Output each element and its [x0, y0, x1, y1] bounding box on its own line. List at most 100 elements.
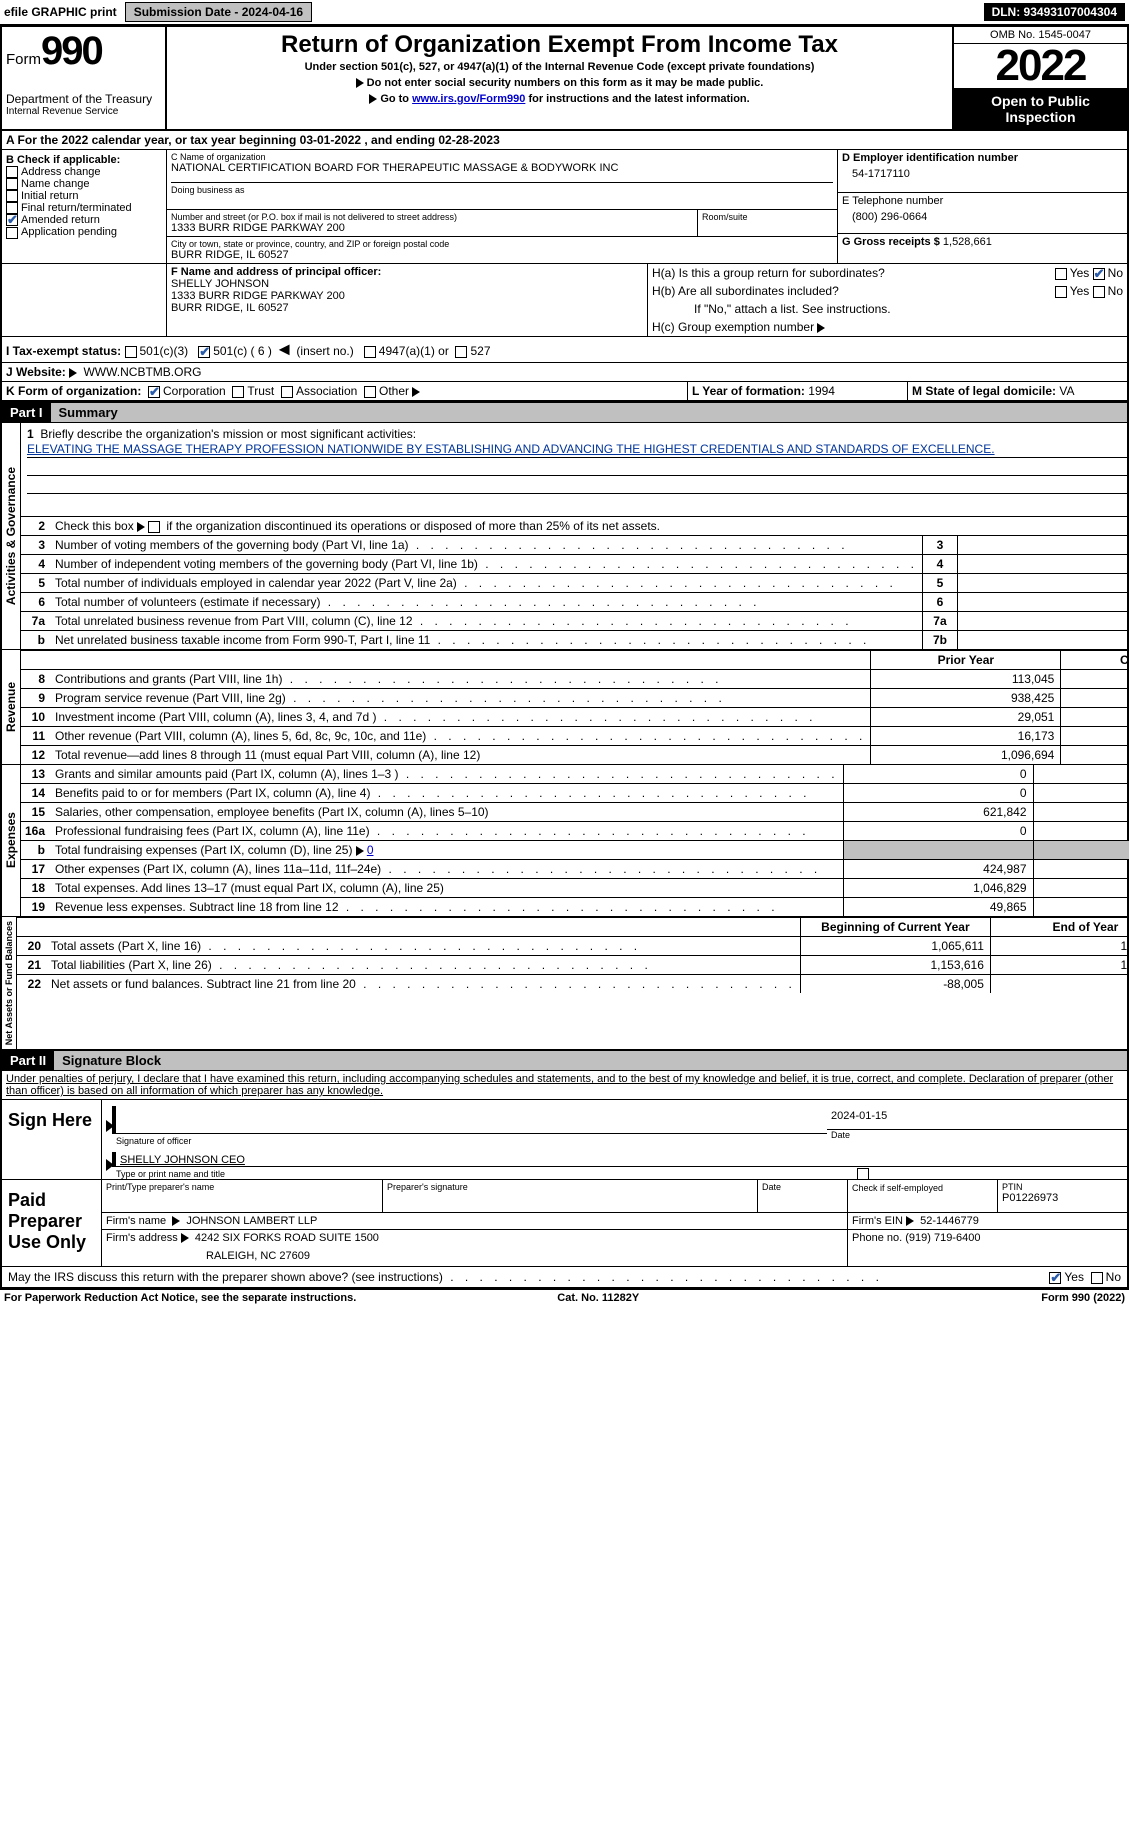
- f-label: F Name and address of principal officer:: [171, 266, 643, 278]
- chk-501c[interactable]: [198, 346, 210, 358]
- firm-name: JOHNSON LAMBERT LLP: [186, 1215, 317, 1227]
- c19: 222,415: [1033, 898, 1129, 916]
- discuss-no[interactable]: [1091, 1272, 1103, 1284]
- phone-value: (800) 296-0664: [842, 207, 1123, 223]
- p12: 1,096,694: [870, 746, 1060, 764]
- phone-cell: E Telephone number (800) 296-0664: [838, 193, 1127, 234]
- val-7b: 0: [957, 631, 1129, 649]
- section-i: I Tax-exempt status: 501(c)(3) 501(c) ( …: [2, 337, 1127, 363]
- fundraising-val[interactable]: 0: [367, 843, 374, 857]
- val-7a: 0: [957, 612, 1129, 630]
- h-a: H(a) Is this a group return for subordin…: [648, 264, 1127, 282]
- section-klm: K Form of organization: Corporation Trus…: [2, 382, 1127, 401]
- paperwork-notice: For Paperwork Reduction Act Notice, see …: [4, 1292, 356, 1304]
- sig-officer-label: Signature of officer: [102, 1136, 827, 1146]
- form-word: Form: [6, 51, 41, 68]
- firm-city: RALEIGH, NC 27609: [106, 1244, 843, 1264]
- chk-initial[interactable]: Initial return: [6, 190, 162, 202]
- p8: 113,045: [870, 670, 1060, 688]
- header-left: Form990 Department of the Treasury Inter…: [2, 27, 167, 129]
- header-mid: Return of Organization Exempt From Incom…: [167, 27, 952, 129]
- c17: 514,951: [1033, 860, 1129, 878]
- k-cell: K Form of organization: Corporation Trus…: [2, 382, 687, 400]
- part-2-tag: Part II: [2, 1051, 54, 1070]
- part-1-header: Part I Summary: [2, 401, 1127, 423]
- dba-label: Doing business as: [171, 182, 833, 195]
- chk-addr-change[interactable]: Address change: [6, 166, 162, 178]
- form-container: Form990 Department of the Treasury Inter…: [0, 25, 1129, 1289]
- chk-4947[interactable]: [364, 346, 376, 358]
- name-title-line: SHELLY JOHNSON CEO: [112, 1152, 1127, 1167]
- ha-yes[interactable]: [1055, 268, 1067, 280]
- org-name-cell: C Name of organization NATIONAL CERTIFIC…: [167, 150, 837, 210]
- hdr-prior: Prior Year: [870, 651, 1060, 669]
- p21: 1,153,616: [800, 956, 990, 974]
- tax-year: 2022: [954, 44, 1127, 89]
- arrow-icon: [412, 387, 420, 397]
- chk-self-employed[interactable]: [857, 1168, 869, 1180]
- chk-final[interactable]: Final return/terminated: [6, 202, 162, 214]
- irs-link[interactable]: www.irs.gov/Form990: [412, 93, 525, 105]
- chk-527[interactable]: [455, 346, 467, 358]
- page-footer: For Paperwork Reduction Act Notice, see …: [0, 1289, 1129, 1306]
- arrow-icon: [137, 522, 145, 532]
- column-c: C Name of organization NATIONAL CERTIFIC…: [167, 150, 837, 263]
- section-fh: F Name and address of principal officer:…: [2, 264, 1127, 337]
- c16a: 0: [1033, 822, 1129, 840]
- p9: 938,425: [870, 689, 1060, 707]
- form-header: Form990 Department of the Treasury Inter…: [2, 27, 1127, 131]
- arrow-icon: [69, 368, 77, 378]
- val-6: 30: [957, 593, 1129, 611]
- b-label: B Check if applicable:: [6, 154, 162, 166]
- type-name-label: Type or print name and title: [102, 1169, 1127, 1179]
- gross-value: 1,528,661: [943, 236, 992, 248]
- vert-net: Net Assets or Fund Balances: [2, 917, 17, 1049]
- goto-line: Go to www.irs.gov/Form990 for instructio…: [171, 93, 948, 105]
- part-2-title: Signature Block: [54, 1051, 1127, 1070]
- chk-assoc[interactable]: [281, 386, 293, 398]
- chk-other[interactable]: [364, 386, 376, 398]
- city-cell: City or town, state or province, country…: [167, 237, 837, 263]
- form-title: Return of Organization Exempt From Incom…: [171, 31, 948, 59]
- p11: 16,173: [870, 727, 1060, 745]
- open-inspection: Open to Public Inspection: [954, 89, 1127, 129]
- c21: 1,220,038: [990, 956, 1129, 974]
- c15: 604,700: [1033, 803, 1129, 821]
- submission-date: Submission Date - 2024-04-16: [125, 2, 312, 22]
- sign-here-label: Sign Here: [2, 1100, 102, 1179]
- arrow-icon: [356, 846, 364, 856]
- top-bar: efile GRAPHIC print Submission Date - 20…: [0, 0, 1129, 25]
- form-number: 990: [41, 29, 102, 73]
- hb-no[interactable]: [1093, 286, 1105, 298]
- vert-revenue: Revenue: [2, 650, 21, 764]
- ha-no[interactable]: [1093, 268, 1105, 280]
- paid-prep-label: Paid Preparer Use Only: [2, 1180, 102, 1266]
- room-label: Room/suite: [702, 212, 833, 222]
- firm-addr: 4242 SIX FORKS ROAD SUITE 1500: [195, 1232, 379, 1244]
- chk-pending[interactable]: Application pending: [6, 226, 162, 238]
- street-value: 1333 BURR RIDGE PARKWAY 200: [171, 222, 693, 234]
- c10: 993: [1060, 708, 1129, 726]
- p20: 1,065,611: [800, 937, 990, 955]
- section-j: J Website: WWW.NCBTMB.ORG: [2, 363, 1127, 382]
- hb-yes[interactable]: [1055, 286, 1067, 298]
- discuss-yes[interactable]: [1049, 1272, 1061, 1284]
- penalty-text: Under penalties of perjury, I declare th…: [2, 1071, 1127, 1099]
- chk-discontinued[interactable]: [148, 521, 160, 533]
- sig-date-label: Date: [827, 1130, 1127, 1140]
- chk-trust[interactable]: [232, 386, 244, 398]
- chk-corp[interactable]: [148, 386, 160, 398]
- c-name-label: C Name of organization: [171, 152, 833, 162]
- dln-label: DLN: 93493107004304: [984, 3, 1125, 21]
- chk-name-change[interactable]: Name change: [6, 178, 162, 190]
- arrow-icon: [369, 94, 377, 104]
- city-value: BURR RIDGE, IL 60527: [171, 249, 833, 261]
- section-bcde: B Check if applicable: Address change Na…: [2, 150, 1127, 264]
- form-subtitle: Under section 501(c), 527, or 4947(a)(1)…: [171, 61, 948, 73]
- vert-expenses: Expenses: [2, 765, 21, 916]
- officer-sig-line[interactable]: [112, 1106, 827, 1134]
- chk-amended[interactable]: Amended return: [6, 214, 162, 226]
- city-label: City or town, state or province, country…: [171, 239, 833, 249]
- p17: 424,987: [843, 860, 1033, 878]
- chk-501c3[interactable]: [125, 346, 137, 358]
